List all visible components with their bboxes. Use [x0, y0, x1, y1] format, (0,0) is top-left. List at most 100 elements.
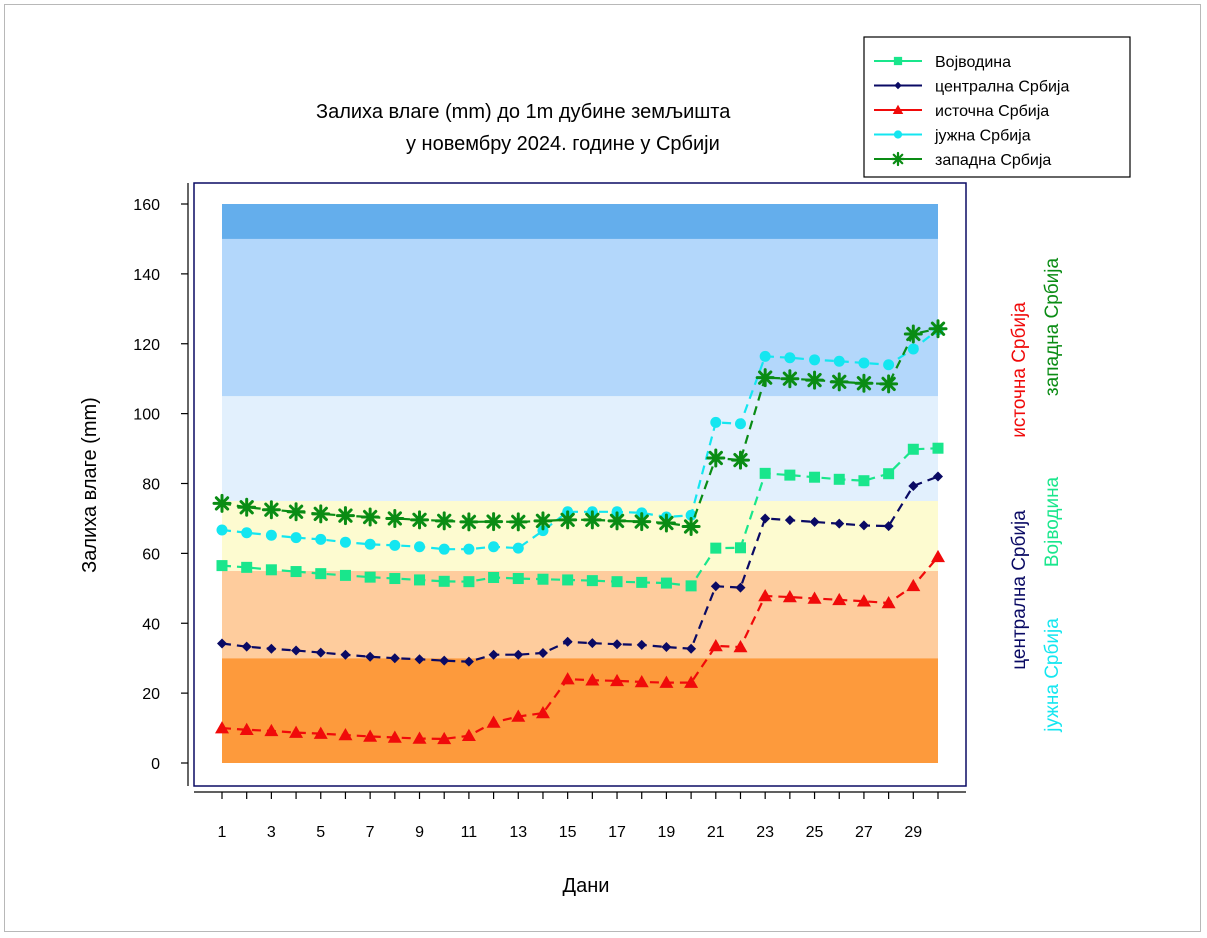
data-point [832, 592, 847, 606]
moisture-band-3 [222, 396, 938, 501]
data-point [363, 729, 378, 742]
data-point [340, 649, 351, 660]
data-point [537, 525, 549, 537]
data-point [708, 638, 723, 652]
y-tick-label: 40 [142, 616, 160, 633]
data-point [364, 538, 376, 550]
moisture-bands [222, 204, 938, 763]
data-point [780, 369, 800, 389]
data-point [266, 643, 277, 654]
data-point [760, 513, 771, 524]
data-point [387, 730, 402, 743]
data-point [264, 723, 279, 737]
chart-title-line-2: у новембру 2024. године у Србији [406, 133, 720, 155]
data-point [364, 571, 376, 583]
data-point [833, 355, 845, 367]
data-point [834, 518, 845, 529]
x-tick-label: 29 [904, 824, 922, 841]
legend-marker [894, 81, 902, 90]
data-point [537, 573, 549, 585]
moisture-band-1 [222, 570, 938, 659]
data-point [463, 543, 475, 555]
data-point [290, 532, 302, 544]
x-tick-label: 23 [756, 824, 774, 841]
data-point [833, 473, 845, 485]
data-point [632, 512, 652, 532]
legend: Војводина централна Србија источна Србија ј… [863, 36, 1131, 178]
x-axis-label: Дани [563, 875, 610, 897]
data-point [438, 575, 450, 587]
data-point [389, 573, 401, 585]
data-point [311, 504, 331, 524]
data-point [907, 443, 919, 455]
data-point [512, 573, 524, 585]
data-point [784, 469, 796, 481]
data-point [809, 354, 821, 366]
data-point [656, 513, 676, 533]
x-tick-label: 11 [461, 824, 478, 841]
series-layer [212, 319, 948, 745]
moisture-band-2 [222, 500, 938, 571]
data-point [513, 649, 524, 660]
data-point [463, 656, 474, 667]
y-tick-label: 120 [133, 337, 160, 354]
data-point [685, 580, 697, 592]
data-point [461, 728, 476, 741]
data-point [217, 638, 227, 649]
data-point [385, 508, 405, 528]
data-point [856, 594, 871, 607]
data-point [291, 645, 302, 656]
side-label-centralna: централна Србија [1009, 510, 1030, 670]
data-point [512, 542, 524, 554]
data-point [338, 728, 353, 741]
legend-marker [892, 104, 904, 114]
data-point [414, 574, 426, 586]
data-point [928, 319, 948, 339]
data-point [265, 564, 277, 576]
data-point [239, 722, 254, 736]
data-point [261, 500, 281, 520]
data-point [610, 673, 625, 687]
data-point [216, 560, 228, 572]
data-point [907, 343, 919, 355]
data-point [459, 512, 479, 532]
data-point [735, 582, 746, 593]
data-point [315, 568, 327, 580]
y-tick-label: 20 [142, 686, 160, 703]
data-point [241, 561, 253, 573]
x-tick-label: 17 [608, 824, 626, 841]
data-point [805, 370, 825, 390]
data-point [730, 450, 750, 470]
data-point [879, 374, 899, 394]
y-tick-label: 160 [133, 197, 160, 214]
data-point [339, 569, 351, 581]
data-point [215, 721, 229, 734]
data-point [389, 653, 400, 664]
x-tick-label: 13 [509, 824, 527, 841]
series-line-2 [221, 556, 939, 740]
data-point [488, 541, 500, 553]
data-point [759, 350, 771, 362]
data-point [587, 638, 598, 649]
data-point [660, 577, 672, 589]
legend-marker [890, 151, 906, 167]
data-point [484, 512, 504, 532]
data-point [360, 507, 380, 527]
data-point [265, 529, 277, 541]
data-point [313, 726, 328, 739]
data-point [463, 576, 475, 588]
data-point [883, 359, 895, 371]
y-tick-label: 100 [133, 407, 160, 424]
chart-frame [4, 4, 1201, 932]
data-point [558, 510, 578, 530]
data-point [389, 539, 401, 551]
data-point [755, 368, 775, 388]
data-point [710, 416, 722, 428]
data-point [634, 674, 649, 688]
data-point [241, 527, 253, 539]
x-tick-label: 7 [366, 824, 375, 841]
series-2 [215, 549, 945, 745]
x-tick-label: 15 [559, 824, 577, 841]
